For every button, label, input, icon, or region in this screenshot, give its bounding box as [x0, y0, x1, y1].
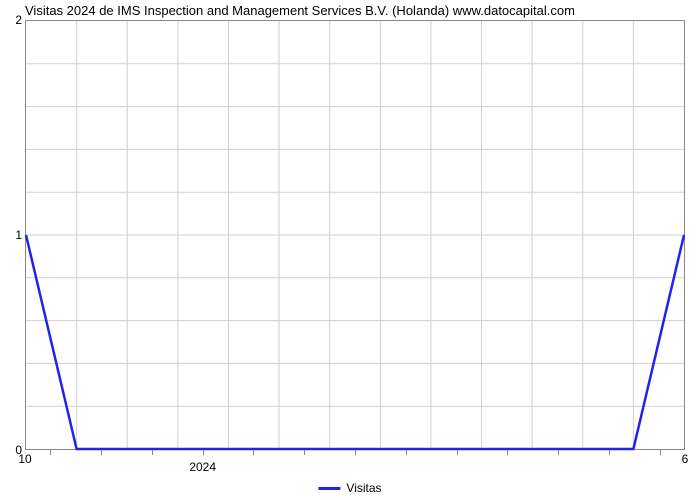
x-tick [457, 450, 458, 455]
x-tick [660, 450, 661, 455]
x-label-right: 6 [682, 452, 689, 466]
x-tick [558, 450, 559, 455]
chart-title: Visitas 2024 de IMS Inspection and Manag… [25, 3, 575, 18]
x-tick [355, 450, 356, 455]
legend: Visitas [318, 481, 381, 495]
x-tick [609, 450, 610, 455]
x-label-year: 2024 [189, 460, 216, 474]
x-tick [406, 450, 407, 455]
x-label-left: 10 [18, 452, 31, 466]
y-tick-label: 2 [15, 13, 22, 27]
x-tick [152, 450, 153, 455]
plot-area [25, 20, 685, 450]
legend-swatch [318, 487, 340, 490]
grid-and-line [26, 21, 684, 449]
legend-label: Visitas [346, 481, 381, 495]
x-tick [203, 450, 204, 455]
x-tick [253, 450, 254, 455]
chart-container: Visitas 2024 de IMS Inspection and Manag… [0, 0, 700, 500]
y-tick-label: 1 [15, 228, 22, 242]
x-tick [304, 450, 305, 455]
x-tick [101, 450, 102, 455]
x-tick [50, 450, 51, 455]
x-tick [507, 450, 508, 455]
